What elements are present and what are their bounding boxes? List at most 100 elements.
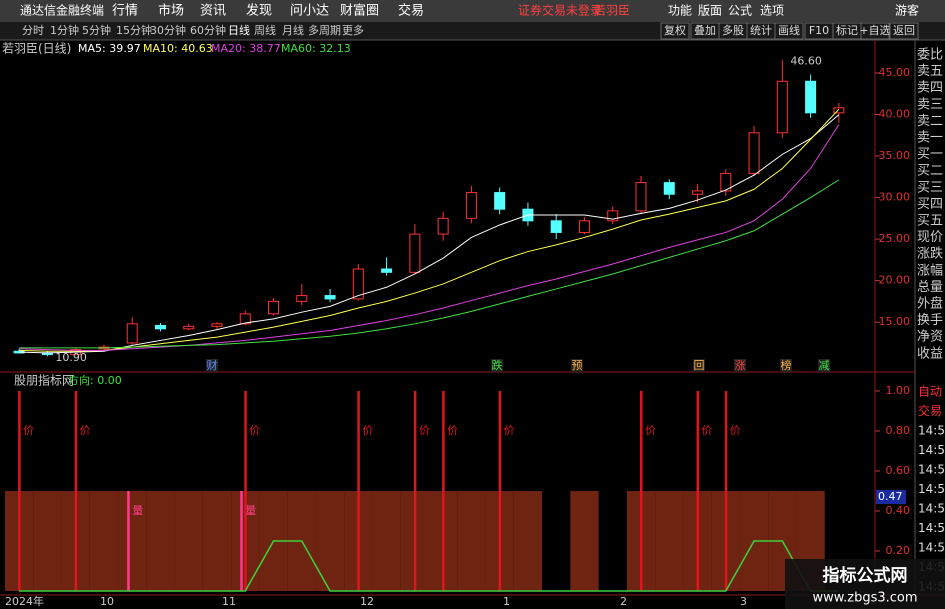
period-tab[interactable]: 60分钟 <box>190 23 226 37</box>
event-label[interactable]: 涨 <box>735 359 746 372</box>
side-label[interactable]: 卖五 <box>917 64 943 79</box>
period-tab[interactable]: 多周期 <box>308 23 341 37</box>
y-tick-label: 40.00 <box>879 107 911 120</box>
side-label[interactable]: 卖一 <box>917 131 943 146</box>
period-tab[interactable]: 更多 <box>342 23 364 37</box>
tool-label[interactable]: 复权 <box>664 23 686 37</box>
side-label[interactable]: 买三 <box>917 180 943 195</box>
menu-item[interactable]: 市场 <box>158 3 184 19</box>
x-label: 11 <box>222 595 236 608</box>
event-label[interactable]: 财 <box>207 358 218 372</box>
menu-item[interactable]: 交易 <box>398 3 424 19</box>
period-tab[interactable]: 分时 <box>22 24 44 37</box>
zone-bar <box>655 491 684 591</box>
tool-button[interactable] <box>774 22 804 40</box>
tool-label[interactable]: +自选 <box>859 24 890 37</box>
side-label[interactable]: 买五 <box>917 214 943 229</box>
event-label[interactable]: 减 <box>819 359 830 372</box>
user[interactable]: 游客 <box>895 3 919 18</box>
event-label[interactable]: 预 <box>572 359 583 372</box>
tool-label[interactable]: 多股 <box>722 23 744 37</box>
side-label[interactable]: 换手 <box>917 313 943 328</box>
period-tab[interactable]: 周线 <box>254 23 276 37</box>
side-label[interactable]: 委比 <box>917 48 943 63</box>
menu-item[interactable]: 问小达 <box>290 4 329 19</box>
zone-bar <box>89 491 119 591</box>
menu-right[interactable]: 选项 <box>760 4 784 18</box>
tool-button[interactable] <box>660 22 690 40</box>
tool-button[interactable] <box>889 22 919 40</box>
period-tab[interactable]: 15分钟 <box>116 23 152 37</box>
tool-label[interactable]: 返回 <box>893 24 915 37</box>
menu-right[interactable]: 版面 <box>698 4 722 18</box>
event-tag[interactable] <box>818 359 830 372</box>
menu-item[interactable]: 发现 <box>246 3 272 19</box>
tool-label[interactable]: 统计 <box>750 24 772 37</box>
period-tab[interactable]: 月线 <box>282 23 304 37</box>
y-tick-label: 15.00 <box>879 315 911 328</box>
menu-item[interactable]: 财富圈 <box>340 3 379 19</box>
signal-label: 量 <box>245 504 256 517</box>
event-tag[interactable] <box>693 359 705 372</box>
side-label[interactable]: 卖三 <box>917 97 943 112</box>
chart-title: 若羽臣(日线) <box>2 42 71 56</box>
menu-right[interactable]: 功能 <box>668 4 692 18</box>
menu-right[interactable]: 公式 <box>728 4 752 18</box>
side-label[interactable]: 卖四 <box>917 81 943 96</box>
tool-label[interactable]: 标记 <box>836 23 858 37</box>
signal-line <box>413 391 417 591</box>
candle-body <box>692 190 704 195</box>
side-label[interactable]: 卖二 <box>917 114 943 129</box>
candle-body <box>635 182 647 212</box>
event-label[interactable]: 回 <box>694 359 705 372</box>
event-label[interactable]: 榜 <box>781 358 792 372</box>
watermark-box <box>785 559 945 609</box>
event-tag[interactable] <box>571 359 583 372</box>
event-tag[interactable] <box>780 359 792 372</box>
tool-button[interactable] <box>860 22 890 40</box>
candle-body <box>381 268 393 273</box>
app-title: 通达信金融终端 <box>20 3 104 18</box>
menu-bar <box>0 0 945 22</box>
event-tag[interactable] <box>734 359 746 372</box>
legend-entry: MA10: 40.63 <box>143 42 213 55</box>
side-label[interactable]: 涨跌 <box>917 246 943 262</box>
period-tab[interactable]: 30分钟 <box>150 23 186 37</box>
zone-bar <box>202 491 232 591</box>
ma-line <box>19 114 840 354</box>
candle-body <box>465 192 477 219</box>
side-label[interactable]: 涨幅 <box>917 263 943 278</box>
side-label[interactable]: 外盘 <box>917 296 943 312</box>
candle-body <box>578 220 590 233</box>
side-label[interactable]: 现价 <box>917 230 943 245</box>
side-label[interactable]: 净资 <box>917 330 943 345</box>
period-tab[interactable]: 日线 <box>228 23 250 37</box>
toolbar <box>0 22 945 40</box>
signal-line <box>244 391 247 591</box>
signal-line <box>74 391 78 591</box>
tool-label[interactable]: 画线 <box>778 23 800 37</box>
side-label[interactable]: 收益 <box>917 346 943 361</box>
stock-name: 若羽臣 <box>594 4 630 18</box>
event-tag[interactable] <box>206 359 218 372</box>
period-tab[interactable]: 5分钟 <box>82 23 111 37</box>
current-box <box>876 490 906 504</box>
period-tab[interactable]: 1分钟 <box>50 23 79 37</box>
menu-item[interactable]: 资讯 <box>200 4 226 19</box>
signal-line <box>357 391 360 591</box>
side-label[interactable]: 买一 <box>917 147 943 162</box>
legend-entry: MA60: 32.13 <box>281 42 351 55</box>
side-label[interactable]: 买四 <box>917 197 943 212</box>
event-tag[interactable] <box>491 359 503 372</box>
menu-item[interactable]: 行情 <box>112 4 138 19</box>
side-label[interactable]: 总量 <box>917 280 943 295</box>
tool-label[interactable]: F10 <box>809 24 829 37</box>
tool-label[interactable]: 叠加 <box>694 24 716 37</box>
green-line <box>19 540 839 592</box>
legend-entry: MA20: 38.77 <box>211 42 281 55</box>
event-label[interactable]: 跌 <box>492 358 503 372</box>
ma-line <box>19 179 840 349</box>
signal-label: 价 <box>645 424 656 437</box>
side-label[interactable]: 买二 <box>917 164 943 179</box>
